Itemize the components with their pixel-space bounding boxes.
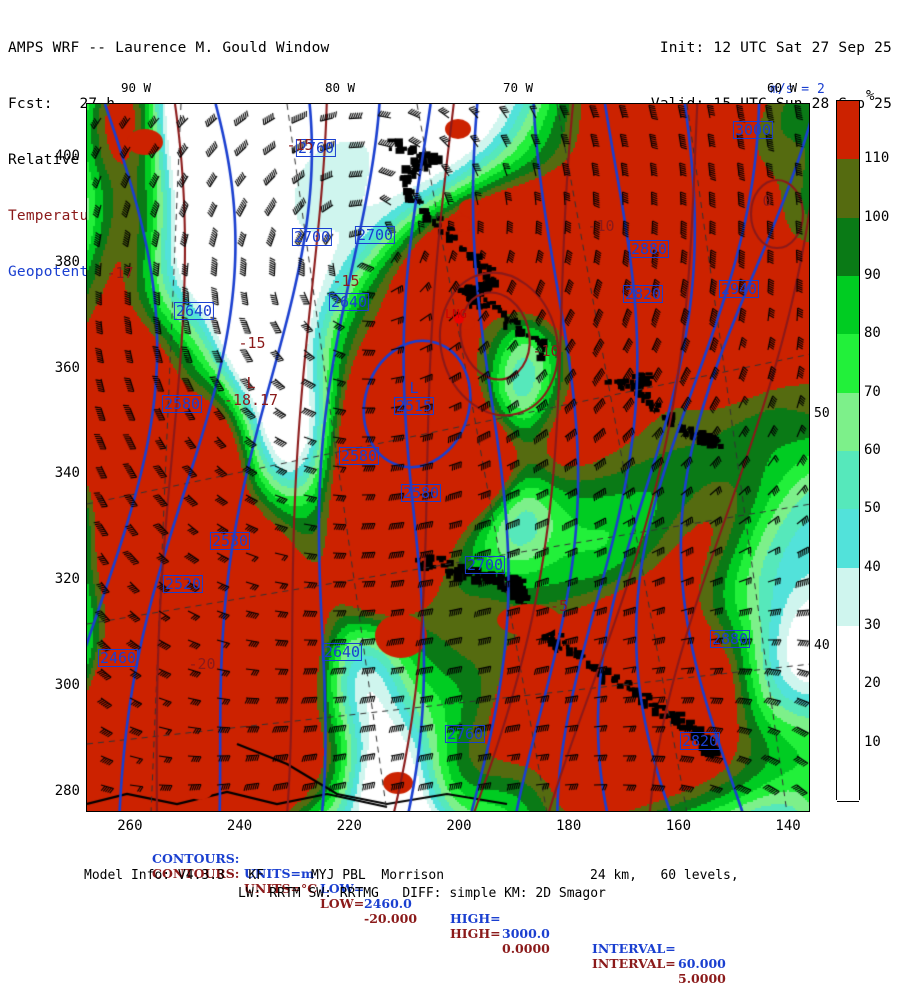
colorbar-band-100: [837, 159, 859, 219]
init-time: Init: 12 UTC Sat 27 Sep 25: [659, 40, 892, 56]
model-info-line1: Model Info: V4.3.3 KF MYJ PBL Morrison: [84, 868, 445, 883]
y-tick-label-340: 340: [54, 465, 80, 482]
temp-interval-value: 5.0000: [678, 971, 726, 986]
x-tick-label-180: 180: [556, 818, 582, 834]
colorbar-band-110: [837, 101, 859, 161]
colorbar-band-50: [837, 451, 859, 511]
y-tick-label-280: 280: [54, 782, 80, 799]
y-tick-label-380: 380: [54, 253, 80, 270]
footer-row-geopotential: CONTOURS: UNITS=m LOW= 2460.0 HIGH= 3000…: [0, 836, 900, 971]
wind-barb-key: m/s = 2: [770, 82, 825, 97]
footer-row-model-2: LW: RRTM SW: RRTMG DIFF: simple KM: 2D S…: [0, 884, 900, 902]
temp-high-value: 0.0000: [502, 941, 550, 956]
geo-interval-value: 60.000: [678, 956, 726, 971]
colorbar-band-80: [837, 276, 859, 336]
header-row-title: AMPS WRF -- Laurence M. Gould Window Ini…: [8, 40, 892, 58]
colorbar-tick-10: 10: [864, 733, 881, 750]
temp-units: UNITS=°C: [244, 881, 318, 896]
colorbar-tick-labels: 110 100 90 80 70 60 50 40 30 20 10: [864, 100, 900, 800]
lon-top-label-1: 80 W: [324, 80, 356, 95]
y-tick-label-320: 320: [54, 571, 80, 588]
model-info-line2: LW: RRTM SW: RRTMG DIFF: simple KM: 2D S…: [238, 886, 606, 901]
geo-units: UNITS=m: [244, 866, 315, 881]
colorbar-tick-40: 40: [864, 558, 881, 575]
colorbar-band-20: [837, 626, 859, 686]
temp-low-value: -20.000: [364, 911, 418, 926]
colorbar-tick-50: 50: [864, 500, 881, 517]
geo-high-value: 3000.0: [502, 926, 550, 941]
colorbar[interactable]: [836, 100, 860, 802]
page-title: AMPS WRF -- Laurence M. Gould Window: [8, 40, 330, 56]
geo-high-label: HIGH=: [450, 911, 501, 926]
colorbar-band-0: [837, 742, 859, 802]
colorbar-tick-70: 70: [864, 383, 881, 400]
field-label-temperature: Temperature: [8, 208, 107, 224]
geo-low-label: LOW=: [320, 881, 365, 896]
lon-top-label-3: 60 W: [766, 80, 798, 95]
footer-block: CONTOURS: UNITS=m LOW= 2460.0 HIGH= 3000…: [0, 836, 900, 986]
colorbar-tick-60: 60: [864, 442, 881, 458]
colorbar-tick-80: 80: [864, 325, 881, 342]
y-tick-label-300: 300: [54, 677, 80, 693]
colorbar-tick-30: 30: [864, 617, 881, 633]
map-plot-area[interactable]: 3000 2940 2880 2880 2820 2820 2760 2760 2700 2700…: [86, 103, 810, 812]
y-tick-label-360: 360: [54, 359, 80, 376]
x-tick-label-240: 240: [226, 818, 253, 834]
model-resolution: 24 km, 60 levels,: [590, 868, 739, 883]
colorbar-band-60: [837, 392, 859, 452]
lon-top-label-0: 90 W: [120, 80, 152, 95]
colorbar-band-10: [837, 684, 859, 744]
geo-interval-label: INTERVAL=: [592, 941, 676, 956]
colorbar-band-30: [837, 567, 859, 627]
colorbar-tick-110: 110: [864, 150, 890, 167]
colorbar-tick-90: 90: [864, 267, 881, 283]
geo-contours-label: CONTOURS:: [152, 851, 240, 866]
temp-contours-label: CONTOURS:: [152, 866, 240, 881]
y-tick-label-400: 400: [54, 147, 80, 164]
x-tick-label-160: 160: [665, 818, 692, 834]
footer-row-temperature: CONTOURS: UNITS=°C LOW= -20.000 HIGH= 0.…: [0, 851, 900, 986]
y-axis: 400 380 360 340 320 300 280: [28, 103, 80, 812]
lon-top-label-2: 70 W: [502, 80, 534, 95]
x-axis: 260 240 220 200 180 160 140: [86, 818, 810, 838]
weather-map-canvas[interactable]: [87, 104, 809, 811]
footer-row-model-1: Model Info: V4.3.3 KF MYJ PBL Morrison 2…: [0, 866, 900, 884]
colorbar-unit-label: %: [866, 88, 875, 104]
colorbar-band-90: [837, 217, 859, 277]
colorbar-tick-20: 20: [864, 675, 881, 692]
colorbar-band-40: [837, 509, 859, 569]
x-tick-label-200: 200: [446, 818, 472, 834]
colorbar-band-70: [837, 334, 859, 394]
temp-high-label: HIGH=: [450, 926, 501, 941]
x-tick-label-260: 260: [117, 818, 143, 834]
x-tick-label-140: 140: [775, 818, 801, 834]
temp-interval-label: INTERVAL=: [592, 956, 676, 971]
colorbar-tick-100: 100: [864, 208, 890, 225]
x-tick-label-220: 220: [336, 818, 362, 834]
